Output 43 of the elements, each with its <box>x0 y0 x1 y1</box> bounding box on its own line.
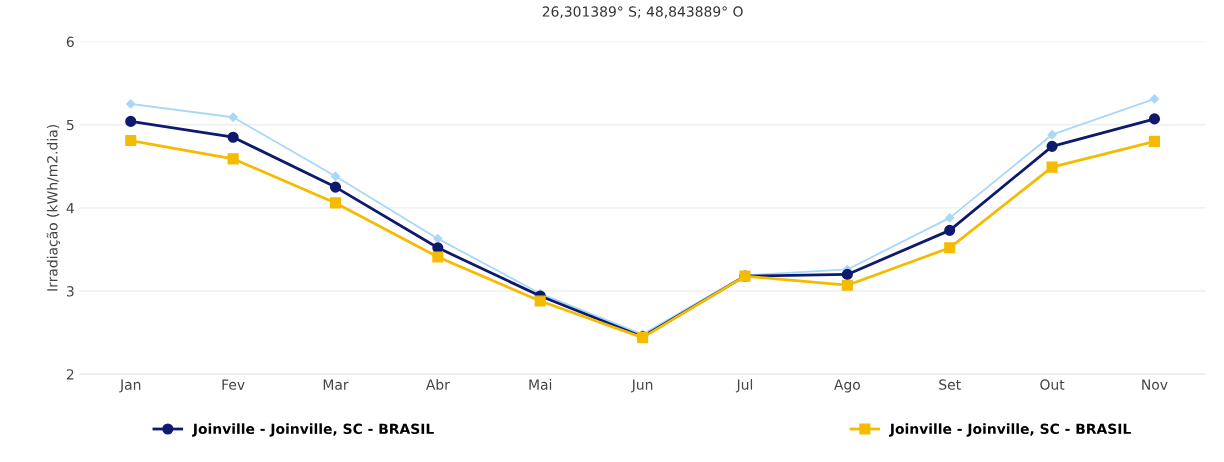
point <box>329 197 342 209</box>
point <box>1149 94 1160 104</box>
legend-label: Joinville - Joinville, SC - BRASIL <box>889 423 1131 437</box>
x-tick-label: Mar <box>323 379 349 390</box>
point <box>330 171 341 181</box>
point <box>227 153 239 165</box>
y-tick-label: 6 <box>66 36 74 48</box>
point <box>1148 113 1161 125</box>
point <box>329 181 342 193</box>
x-tick-label: Jun <box>631 379 653 393</box>
point <box>944 224 956 236</box>
x-tick-label: Jul <box>735 379 753 393</box>
x-tick-label: Abr <box>425 379 450 390</box>
x-tick-label: Nov <box>1142 379 1168 390</box>
x-tick-label: Jan <box>119 379 141 393</box>
point <box>1046 140 1058 152</box>
x-tick-label: Fev <box>222 379 245 390</box>
x-tick-label: Mai <box>529 379 552 390</box>
y-tick-label: 4 <box>66 203 74 214</box>
point <box>126 99 136 109</box>
legend-label: Joinville - Joinville, SC - BRASIL <box>192 423 434 437</box>
chart-title: 26,301389° S; 48,843889° O <box>542 6 743 19</box>
x-tick-label: Set <box>939 379 961 390</box>
x-tick-label: Ago <box>834 379 860 393</box>
point <box>432 251 444 263</box>
point <box>227 131 239 143</box>
y-tick-label: 2 <box>66 369 74 380</box>
point <box>228 112 238 122</box>
point <box>841 279 853 291</box>
point <box>1148 135 1161 147</box>
point <box>841 268 853 280</box>
point <box>1046 161 1058 173</box>
point <box>125 134 137 147</box>
point <box>945 213 955 223</box>
point <box>1047 130 1057 140</box>
y-tick-label: 5 <box>66 119 74 131</box>
y-axis-title: Irradiação (kWh/m2.dia) <box>46 125 61 291</box>
point <box>433 234 443 244</box>
point <box>944 242 956 254</box>
point <box>534 295 546 307</box>
x-tick-label: Out <box>1040 379 1065 390</box>
y-tick-label: 3 <box>66 286 74 297</box>
point <box>125 115 137 127</box>
